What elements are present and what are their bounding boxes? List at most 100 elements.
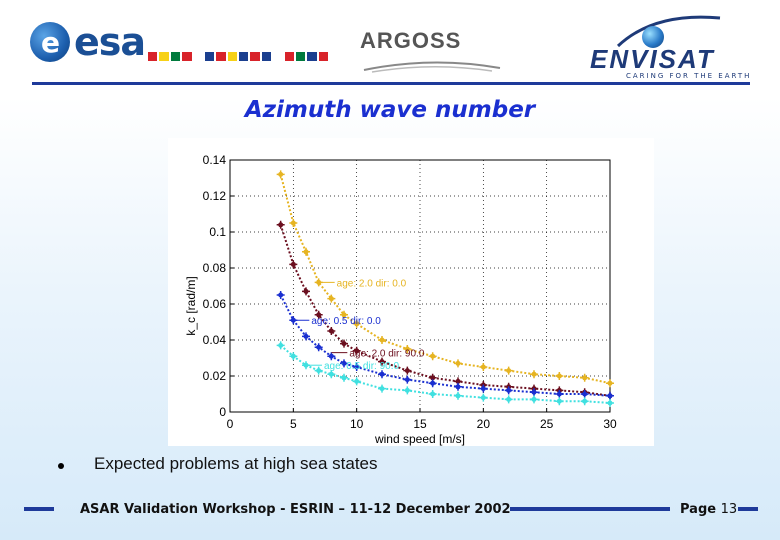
slide-title: Azimuth wave number bbox=[244, 97, 536, 123]
flag-4 bbox=[193, 52, 203, 61]
x-tick-label: 0 bbox=[227, 417, 234, 431]
series-2-point-dot bbox=[582, 391, 588, 397]
series-2-point-dot bbox=[354, 364, 360, 370]
y-tick-label: 0.02 bbox=[203, 369, 227, 383]
flag-7 bbox=[227, 52, 237, 61]
series-0-point-dot bbox=[278, 171, 284, 177]
y-tick-label: 0 bbox=[219, 405, 226, 419]
footer-bar-middle bbox=[510, 507, 670, 511]
footer-bar-left bbox=[24, 507, 54, 511]
x-tick-label: 5 bbox=[290, 417, 297, 431]
x-tick-label: 10 bbox=[350, 417, 364, 431]
chart-panel: 0 5 10 15 20 25 30 0 0.02 0.04 0.06 0.08 0.1 0.12 0.14… bbox=[168, 138, 654, 446]
flag-14 bbox=[307, 52, 317, 61]
y-tick-label: 0.06 bbox=[203, 297, 227, 311]
series-1-point-dot bbox=[290, 261, 296, 267]
series-2-point-dot bbox=[303, 333, 309, 339]
annotation-label: age: 0.5 dir: 0.0 bbox=[311, 316, 381, 327]
footer-text: ASAR Validation Workshop - ESRIN – 11-12… bbox=[80, 502, 511, 517]
series-0-point-dot bbox=[455, 360, 461, 366]
annotation-label: age: 2.0 dir: 90.0 bbox=[349, 349, 424, 360]
flag-6 bbox=[216, 52, 226, 61]
series-2-point-dot bbox=[316, 344, 322, 350]
envisat-arc-icon bbox=[616, 15, 721, 48]
bullet-text: Expected problems at high sea states bbox=[94, 454, 378, 473]
series-1-point-dot bbox=[303, 288, 309, 294]
series-3-point-dot bbox=[556, 398, 562, 404]
series-3-point-dot bbox=[290, 353, 296, 359]
x-tick-label: 30 bbox=[603, 417, 617, 431]
flag-15 bbox=[318, 52, 328, 61]
series-0-point-dot bbox=[430, 353, 436, 359]
flag-11 bbox=[273, 52, 283, 61]
esa-logo-text: esa bbox=[74, 20, 146, 64]
annotation-label: age: 0.5 dir: 90.0 bbox=[324, 361, 399, 372]
flag-5 bbox=[204, 52, 215, 61]
flag-10 bbox=[261, 52, 272, 61]
x-axis-label: wind speed [m/s] bbox=[374, 432, 465, 446]
series-2-point-dot bbox=[328, 353, 334, 359]
plot-area bbox=[229, 159, 611, 413]
series-1-point-dot bbox=[404, 368, 410, 374]
series-0-point-dot bbox=[556, 373, 562, 379]
annotation-label: age: 2.0 dir: 0.0 bbox=[337, 278, 407, 289]
x-tick-label: 25 bbox=[540, 417, 554, 431]
argoss-swoosh-icon bbox=[363, 61, 501, 73]
series-2-point-dot bbox=[278, 292, 284, 298]
flag-13 bbox=[295, 52, 306, 61]
series-3-point-dot bbox=[531, 396, 537, 402]
x-tick-label: 20 bbox=[477, 417, 491, 431]
slide-header: e esa ARGOSS ENVISAT CARING FOR THE EART… bbox=[0, 0, 780, 86]
series-0-point-dot bbox=[341, 312, 347, 318]
series-1-point-dot bbox=[379, 359, 385, 365]
series-0-point-dot bbox=[328, 296, 334, 302]
series-2-point-dot bbox=[607, 393, 613, 399]
series-0-point-dot bbox=[354, 321, 360, 327]
flag-3 bbox=[182, 52, 192, 61]
series-3-point-dot bbox=[480, 395, 486, 401]
series-3-point-dot bbox=[341, 375, 347, 381]
series-3-point-dot bbox=[278, 342, 284, 348]
series-2-point-dot bbox=[506, 387, 512, 393]
footer-page: Page 13 bbox=[680, 502, 737, 517]
envisat-tagline: CARING FOR THE EARTH bbox=[626, 72, 752, 80]
series-0-point-dot bbox=[379, 337, 385, 343]
flag-1 bbox=[159, 52, 169, 61]
flag-9 bbox=[250, 52, 260, 61]
series-3-point-dot bbox=[607, 400, 613, 406]
flag-8 bbox=[239, 52, 249, 61]
series-2-point-dot bbox=[290, 317, 296, 323]
series-3-point-dot bbox=[430, 391, 436, 397]
esa-logo: e esa bbox=[30, 20, 330, 70]
y-tick-label: 0.1 bbox=[209, 225, 226, 239]
series-2-point-dot bbox=[404, 377, 410, 383]
series-3-point-dot bbox=[354, 378, 360, 384]
page-label: Page bbox=[680, 502, 717, 517]
argoss-logo: ARGOSS bbox=[360, 28, 462, 53]
series-1-point-dot bbox=[455, 378, 461, 384]
series-3-point-dot bbox=[455, 393, 461, 399]
series-0-point-dot bbox=[607, 380, 613, 386]
series-2-point-dot bbox=[341, 360, 347, 366]
footer-bar-right bbox=[738, 507, 758, 511]
flag-2 bbox=[170, 52, 181, 61]
y-tick-label: 0.08 bbox=[203, 261, 227, 275]
series-1-point-dot bbox=[354, 348, 360, 354]
series-0-point-dot bbox=[404, 346, 410, 352]
series-1-point-dot bbox=[328, 328, 334, 334]
envisat-logo: ENVISAT bbox=[590, 44, 715, 74]
series-3-point-dot bbox=[582, 398, 588, 404]
series-2-point-dot bbox=[379, 371, 385, 377]
series-2-point-dot bbox=[480, 386, 486, 392]
series-0-point-dot bbox=[290, 220, 296, 226]
y-tick-label: 0.14 bbox=[203, 153, 227, 167]
flag-12 bbox=[284, 52, 294, 61]
series-1-point-dot bbox=[278, 222, 284, 228]
series-3-point-dot bbox=[506, 396, 512, 402]
y-tick-label: 0.04 bbox=[203, 333, 227, 347]
page-number: 13 bbox=[720, 502, 738, 517]
series-3-point-dot bbox=[316, 368, 322, 374]
y-tick-label: 0.12 bbox=[203, 189, 227, 203]
y-axis-label: k_c [rad/m] bbox=[184, 276, 198, 335]
series-1-point-dot bbox=[341, 341, 347, 347]
